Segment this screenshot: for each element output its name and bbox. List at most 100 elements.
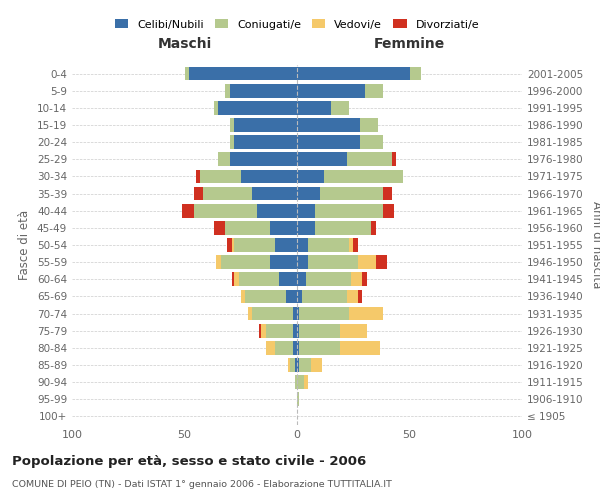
- Bar: [214, 221, 225, 234]
- Bar: [358, 256, 376, 269]
- Bar: [232, 272, 234, 286]
- Bar: [200, 170, 241, 183]
- Bar: [383, 204, 394, 218]
- Bar: [347, 290, 358, 304]
- Bar: [315, 221, 371, 234]
- Bar: [349, 238, 353, 252]
- Legend: Celibi/Nubili, Coniugati/e, Vedovi/e, Divorziati/e: Celibi/Nubili, Coniugati/e, Vedovi/e, Di…: [110, 15, 484, 34]
- Bar: [299, 341, 340, 354]
- Bar: [234, 136, 297, 149]
- Bar: [218, 101, 297, 114]
- Bar: [270, 221, 297, 234]
- Bar: [297, 324, 299, 338]
- Bar: [216, 256, 221, 269]
- Bar: [241, 170, 297, 183]
- Bar: [225, 84, 229, 98]
- Bar: [265, 341, 275, 354]
- Bar: [218, 152, 229, 166]
- Bar: [275, 341, 293, 354]
- Bar: [193, 204, 257, 218]
- Bar: [297, 290, 302, 304]
- Bar: [302, 290, 347, 304]
- Bar: [261, 324, 265, 338]
- Bar: [304, 376, 308, 389]
- Bar: [252, 186, 297, 200]
- Text: Maschi: Maschi: [157, 38, 212, 52]
- Bar: [265, 324, 293, 338]
- Text: Popolazione per età, sesso e stato civile - 2006: Popolazione per età, sesso e stato civil…: [12, 455, 366, 468]
- Bar: [297, 392, 299, 406]
- Bar: [297, 376, 304, 389]
- Bar: [297, 358, 299, 372]
- Bar: [234, 238, 275, 252]
- Bar: [349, 306, 383, 320]
- Bar: [297, 118, 360, 132]
- Bar: [340, 324, 367, 338]
- Y-axis label: Anni di nascita: Anni di nascita: [590, 202, 600, 288]
- Bar: [320, 186, 383, 200]
- Y-axis label: Fasce di età: Fasce di età: [19, 210, 31, 280]
- Bar: [252, 306, 293, 320]
- Bar: [182, 204, 193, 218]
- Bar: [248, 306, 252, 320]
- Bar: [189, 66, 297, 80]
- Bar: [297, 66, 409, 80]
- Bar: [311, 358, 322, 372]
- Bar: [293, 324, 297, 338]
- Bar: [347, 152, 392, 166]
- Bar: [306, 272, 351, 286]
- Bar: [295, 358, 297, 372]
- Bar: [290, 358, 295, 372]
- Bar: [239, 272, 279, 286]
- Bar: [299, 324, 340, 338]
- Bar: [293, 341, 297, 354]
- Bar: [234, 118, 297, 132]
- Bar: [196, 170, 200, 183]
- Bar: [297, 306, 299, 320]
- Bar: [331, 101, 349, 114]
- Bar: [376, 256, 387, 269]
- Bar: [234, 272, 239, 286]
- Bar: [297, 186, 320, 200]
- Bar: [229, 84, 297, 98]
- Bar: [409, 66, 421, 80]
- Bar: [351, 272, 362, 286]
- Bar: [232, 238, 234, 252]
- Bar: [297, 272, 306, 286]
- Bar: [297, 256, 308, 269]
- Bar: [360, 118, 378, 132]
- Bar: [297, 170, 324, 183]
- Bar: [275, 238, 297, 252]
- Bar: [297, 84, 365, 98]
- Bar: [371, 221, 376, 234]
- Bar: [185, 66, 189, 80]
- Bar: [270, 256, 297, 269]
- Bar: [308, 238, 349, 252]
- Bar: [286, 290, 297, 304]
- Bar: [257, 204, 297, 218]
- Bar: [324, 170, 403, 183]
- Bar: [340, 341, 380, 354]
- Text: Femmine: Femmine: [374, 38, 445, 52]
- Bar: [392, 152, 396, 166]
- Bar: [227, 238, 232, 252]
- Bar: [245, 290, 286, 304]
- Text: COMUNE DI PEIO (TN) - Dati ISTAT 1° gennaio 2006 - Elaborazione TUTTITALIA.IT: COMUNE DI PEIO (TN) - Dati ISTAT 1° genn…: [12, 480, 392, 489]
- Bar: [293, 306, 297, 320]
- Bar: [229, 152, 297, 166]
- Bar: [214, 101, 218, 114]
- Bar: [297, 152, 347, 166]
- Bar: [229, 136, 234, 149]
- Bar: [295, 376, 297, 389]
- Bar: [299, 358, 311, 372]
- Bar: [193, 186, 203, 200]
- Bar: [297, 341, 299, 354]
- Bar: [362, 272, 367, 286]
- Bar: [221, 256, 270, 269]
- Bar: [358, 290, 362, 304]
- Bar: [315, 204, 383, 218]
- Bar: [353, 238, 358, 252]
- Bar: [229, 118, 234, 132]
- Bar: [383, 186, 392, 200]
- Bar: [259, 324, 261, 338]
